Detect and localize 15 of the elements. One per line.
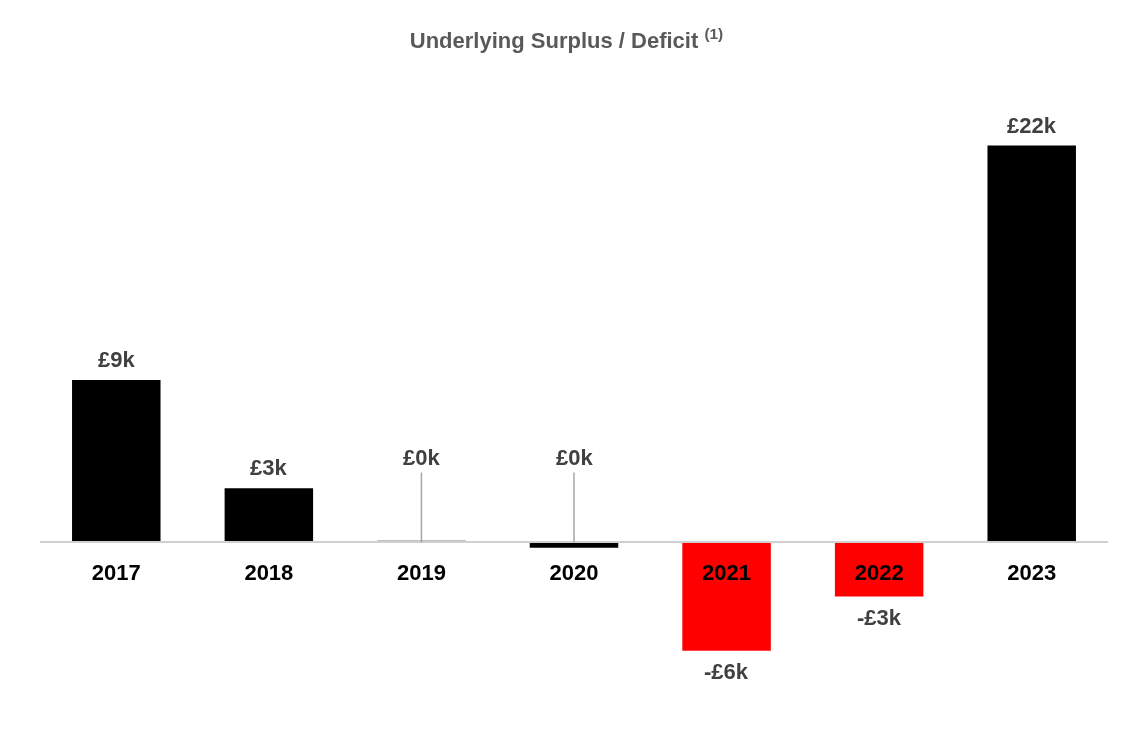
- data-label: £3k: [250, 455, 288, 480]
- x-tick-label: 2017: [91, 559, 141, 585]
- data-label: £0k: [556, 445, 594, 470]
- data-label: £9k: [98, 347, 136, 372]
- x-tick-label: 2021: [702, 559, 752, 585]
- x-tick-label: 2022: [854, 559, 904, 585]
- chart-title: Underlying Surplus / Deficit $^{(1)}$: [409, 25, 724, 54]
- data-label: -£3k: [857, 605, 902, 630]
- x-tick-label: 2020: [549, 559, 599, 585]
- x-tick-label: 2023: [1007, 559, 1057, 585]
- data-label: £22k: [1007, 113, 1057, 138]
- data-label: £0k: [403, 445, 441, 470]
- x-tick-label: 2019: [396, 559, 446, 585]
- x-tick-label: 2018: [244, 559, 294, 585]
- data-label: -£6k: [704, 659, 749, 684]
